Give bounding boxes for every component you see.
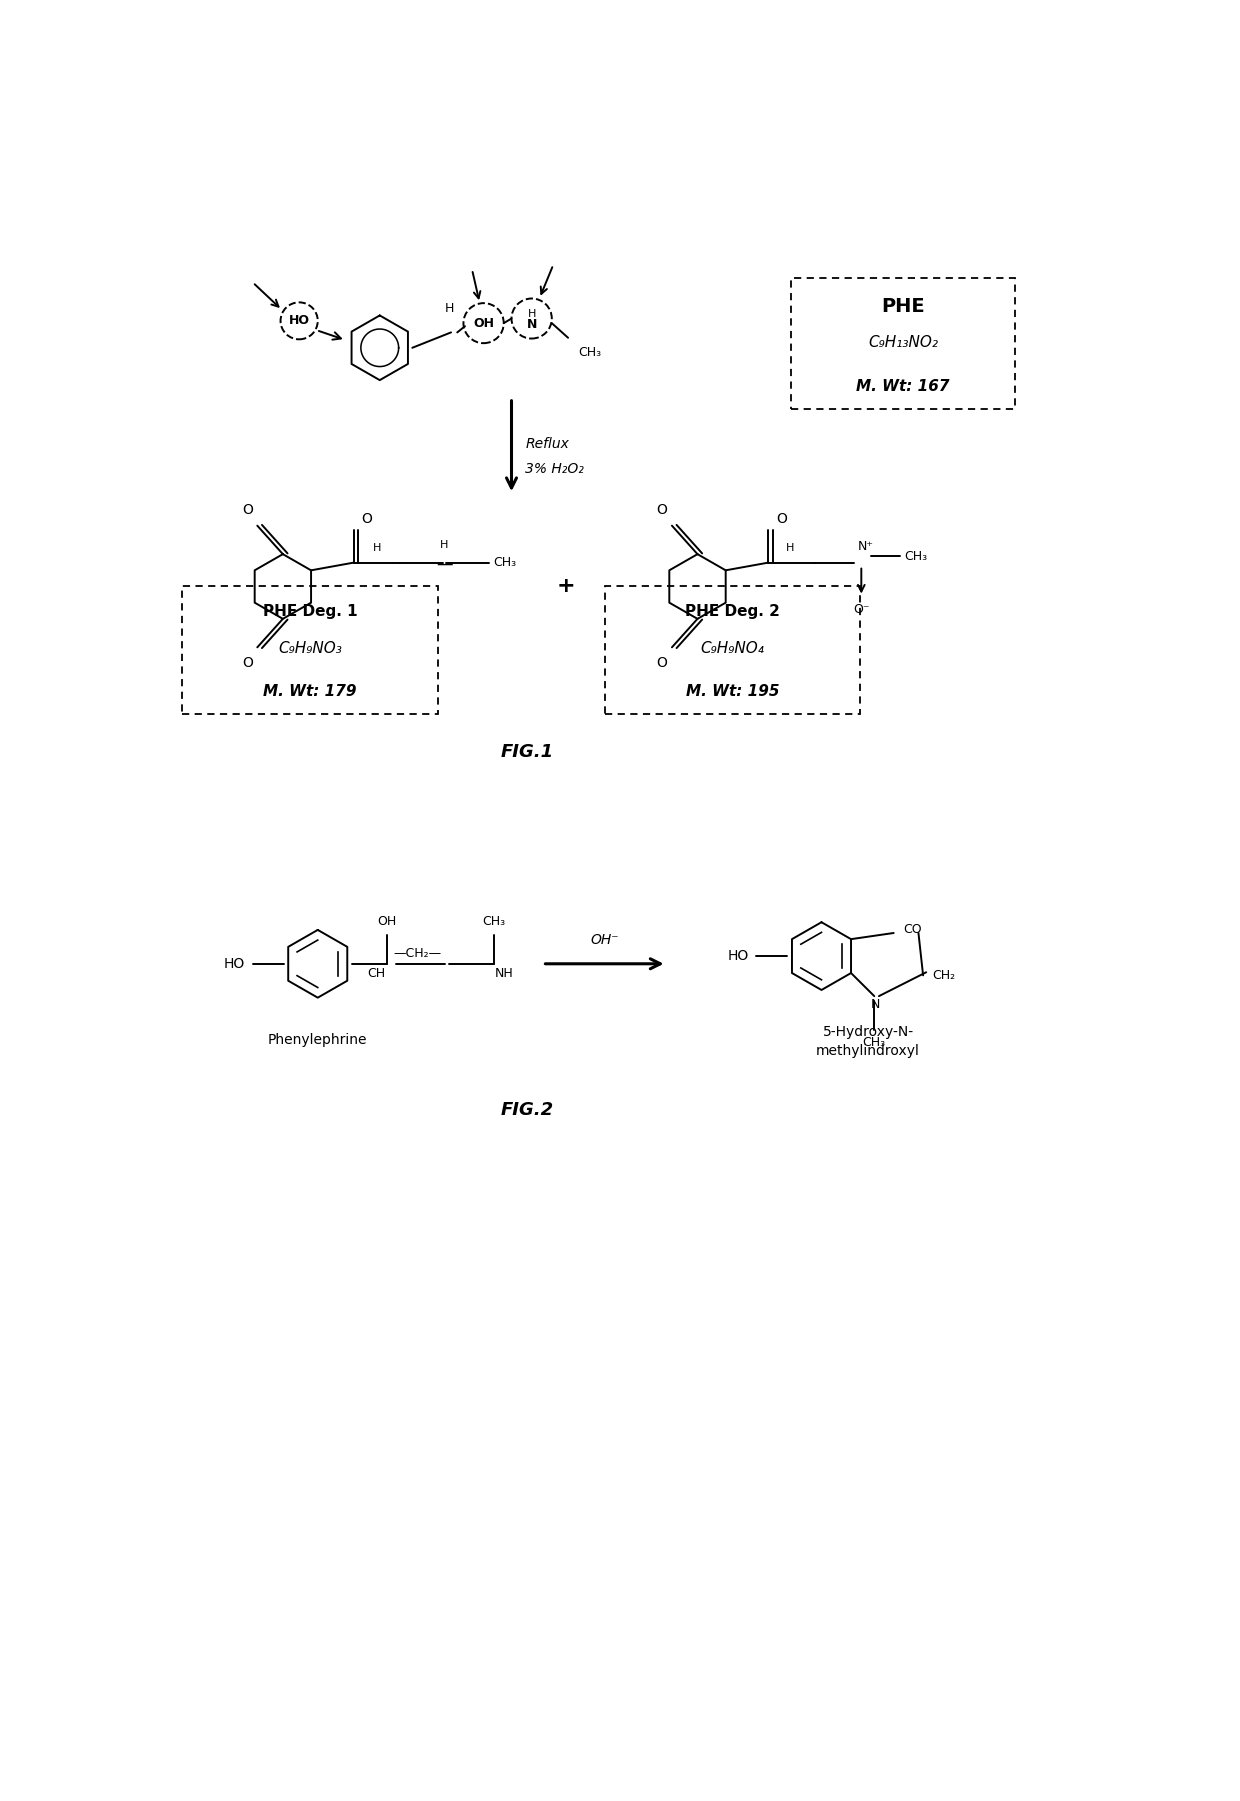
Text: O⁻: O⁻ (853, 603, 869, 616)
Text: FIG.1: FIG.1 (501, 744, 553, 762)
Text: CH: CH (367, 967, 386, 980)
Text: N: N (527, 319, 537, 331)
Text: H: H (527, 310, 536, 319)
Text: NH: NH (495, 967, 513, 980)
Text: C₉H₉NO₄: C₉H₉NO₄ (701, 641, 764, 656)
Text: CH₃: CH₃ (863, 1036, 885, 1050)
Text: CH₂: CH₂ (932, 969, 956, 982)
Text: CH₃: CH₃ (904, 549, 928, 564)
Text: C₉H₁₃NO₂: C₉H₁₃NO₂ (868, 335, 937, 349)
Text: PHE: PHE (882, 297, 925, 315)
Text: CO: CO (903, 924, 921, 937)
Text: Reflux: Reflux (526, 438, 569, 450)
Text: PHE Deg. 2: PHE Deg. 2 (684, 605, 780, 620)
Text: N: N (872, 998, 880, 1010)
Text: CH₃: CH₃ (578, 346, 601, 358)
Text: 5-Hydroxy-N-
methylindroxyl: 5-Hydroxy-N- methylindroxyl (816, 1025, 920, 1057)
Text: O: O (242, 656, 253, 670)
Text: PHE Deg. 1: PHE Deg. 1 (263, 605, 357, 620)
Text: OH⁻: OH⁻ (590, 933, 619, 947)
Text: —CH₂—: —CH₂— (393, 947, 441, 960)
Text: HO: HO (223, 956, 246, 971)
Text: O: O (656, 502, 667, 517)
Text: M. Wt: 167: M. Wt: 167 (856, 378, 950, 394)
Text: H: H (440, 540, 449, 551)
Text: 3% H₂O₂: 3% H₂O₂ (526, 463, 584, 477)
Text: CH₃: CH₃ (482, 915, 505, 928)
Bar (791, 279, 1016, 409)
Text: HO: HO (728, 949, 749, 964)
Text: O: O (776, 513, 787, 526)
Text: HO: HO (289, 315, 310, 328)
Text: O: O (242, 502, 253, 517)
Text: Phenylephrine: Phenylephrine (268, 1034, 367, 1046)
Text: H: H (786, 544, 794, 553)
Text: M. Wt: 179: M. Wt: 179 (263, 684, 357, 699)
Text: OH: OH (377, 915, 397, 928)
Bar (182, 587, 438, 713)
Text: —: — (436, 555, 453, 573)
Text: C₉H₉NO₃: C₉H₉NO₃ (278, 641, 342, 656)
Text: M. Wt: 195: M. Wt: 195 (686, 684, 779, 699)
Bar (605, 587, 861, 713)
Text: OH: OH (474, 317, 494, 330)
Text: H: H (445, 303, 454, 315)
Text: +: + (557, 576, 575, 596)
Text: O: O (656, 656, 667, 670)
Text: FIG.2: FIG.2 (501, 1100, 553, 1118)
Text: CH₃: CH₃ (494, 557, 516, 569)
Text: N⁺: N⁺ (858, 540, 874, 553)
Text: H: H (373, 544, 381, 553)
Text: O: O (361, 513, 372, 526)
